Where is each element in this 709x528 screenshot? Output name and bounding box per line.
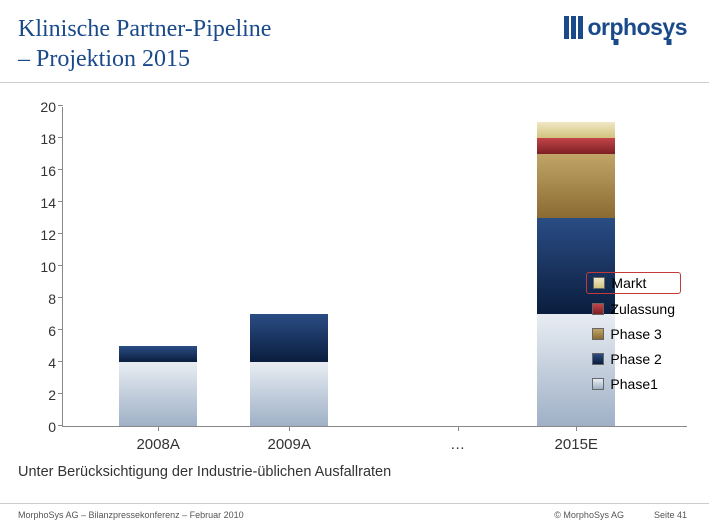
legend-swatch — [593, 277, 605, 289]
bar-segment-phase2 — [119, 346, 197, 362]
y-tick-mark — [58, 297, 63, 298]
legend-item-phase3: Phase 3 — [586, 324, 681, 344]
legend-swatch — [592, 378, 604, 390]
logo-bars-icon — [564, 16, 583, 39]
y-tick-mark — [58, 169, 63, 170]
legend-label: Zulassung — [610, 301, 675, 317]
footer-page: Seite 41 — [654, 510, 687, 520]
chart-legend: Markt Zulassung Phase 3 Phase 2 Phase1 — [586, 267, 681, 399]
footnote: Unter Berücksichtigung der Industrie-übl… — [18, 464, 391, 480]
x-tick-mark — [158, 426, 159, 431]
morphosys-logo: orphosys — [564, 14, 687, 39]
bar-group: 2009A — [250, 314, 328, 426]
title-line-1: Klinische Partner-Pipeline — [18, 16, 271, 42]
legend-label: Markt — [611, 275, 646, 291]
slide-title: Klinische Partner-Pipeline – Projektion … — [18, 14, 271, 74]
legend-label: Phase 2 — [610, 351, 661, 367]
legend-item-phase1: Phase1 — [586, 374, 681, 394]
y-axis: 02468101214161820 — [22, 107, 62, 427]
y-tick-mark — [58, 425, 63, 426]
bar-segment-zulassung — [537, 138, 615, 154]
y-tick-label: 14 — [40, 195, 56, 211]
x-tick-mark — [576, 426, 577, 431]
y-tick-label: 18 — [40, 131, 56, 147]
y-tick-label: 8 — [48, 291, 56, 307]
x-axis-label: 2009A — [229, 436, 349, 453]
slide-footer: MorphoSys AG – Bilanzpressekonferenz – F… — [0, 503, 709, 528]
y-tick-mark — [58, 233, 63, 234]
title-line-2: – Projektion 2015 — [18, 46, 190, 72]
y-tick-label: 20 — [40, 99, 56, 115]
footer-copyright: © MorphoSys AG — [554, 510, 624, 520]
y-tick-label: 2 — [48, 387, 56, 403]
legend-item-zulassung: Zulassung — [586, 299, 681, 319]
bar-segment-phase3 — [537, 154, 615, 218]
legend-item-phase2: Phase 2 — [586, 349, 681, 369]
y-tick-mark — [58, 137, 63, 138]
legend-swatch — [592, 303, 604, 315]
bar-segment-markt — [537, 122, 615, 138]
x-axis-label: 2008A — [98, 436, 218, 453]
y-tick-mark — [58, 393, 63, 394]
y-tick-label: 12 — [40, 227, 56, 243]
bar-segment-phase1 — [119, 362, 197, 426]
legend-label: Phase1 — [610, 376, 657, 392]
slide-header: Klinische Partner-Pipeline – Projektion … — [0, 0, 709, 83]
footer-left: MorphoSys AG – Bilanzpressekonferenz – F… — [18, 510, 244, 520]
y-tick-label: 4 — [48, 355, 56, 371]
logo-text: orphosys — [587, 16, 687, 39]
y-tick-mark — [58, 105, 63, 106]
x-tick-mark — [458, 426, 459, 431]
y-tick-label: 6 — [48, 323, 56, 339]
y-tick-label: 10 — [40, 259, 56, 275]
y-tick-mark — [58, 361, 63, 362]
bar-segment-phase1 — [250, 362, 328, 426]
y-tick-mark — [58, 265, 63, 266]
y-tick-label: 0 — [48, 419, 56, 435]
pipeline-chart: 02468101214161820 2008A2009A…2015E Markt… — [0, 107, 709, 427]
y-tick-mark — [58, 201, 63, 202]
x-axis-label: … — [398, 436, 518, 453]
bar-group: 2008A — [119, 346, 197, 426]
y-tick-label: 16 — [40, 163, 56, 179]
x-axis-label: 2015E — [516, 436, 636, 453]
legend-label: Phase 3 — [610, 326, 661, 342]
legend-swatch — [592, 328, 604, 340]
y-tick-mark — [58, 329, 63, 330]
legend-swatch — [592, 353, 604, 365]
bar-segment-phase2 — [250, 314, 328, 362]
x-tick-mark — [289, 426, 290, 431]
legend-item-markt: Markt — [586, 272, 681, 294]
